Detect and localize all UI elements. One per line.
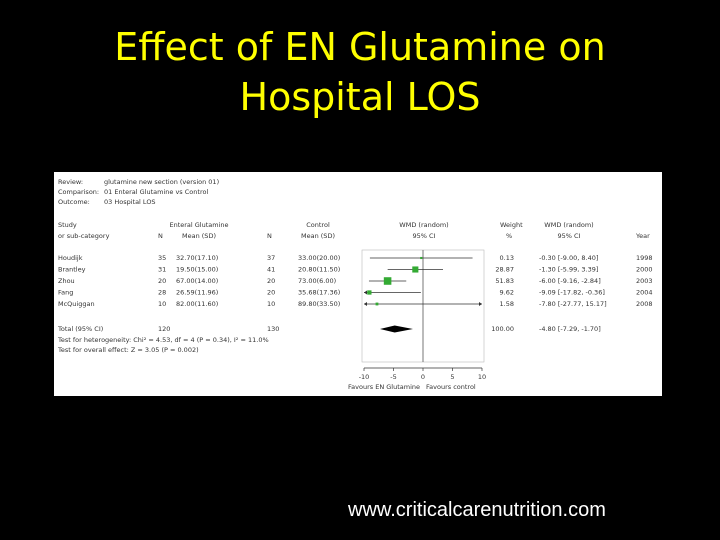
- study-n1: 20: [158, 277, 166, 285]
- study-ci-text: -1.30 [-5.99, 3.39]: [539, 266, 598, 274]
- study-n2: 20: [267, 277, 275, 285]
- study-ci-text: -7.80 [-27.77, 15.17]: [539, 300, 607, 308]
- study-year: 2003: [636, 277, 653, 285]
- header-wmd-right: WMD (random): [544, 221, 593, 229]
- study-mean-sd1: 32.70(17.10): [176, 254, 218, 262]
- study-year: 2004: [636, 289, 653, 297]
- study-n2: 20: [267, 289, 275, 297]
- header-wmd-ci: 95% CI: [413, 232, 436, 240]
- study-marker: [412, 266, 419, 273]
- x-tick-label: 0: [421, 373, 425, 381]
- footer-url: www.criticalcarenutrition.com: [348, 499, 606, 521]
- study-weight: 9.62: [500, 289, 514, 297]
- study-ci-arrow-right: [479, 302, 482, 306]
- x-tick-label: 10: [478, 373, 486, 381]
- total-diamond: [379, 325, 413, 333]
- study-mean-sd2: 89.80(33.50): [298, 300, 340, 308]
- total-ci-text: -4.80 [-7.29, -1.70]: [539, 325, 601, 333]
- study-mean-sd1: 19.50(15.00): [176, 266, 218, 274]
- study-ci-text: -0.30 [-9.00, 8.40]: [539, 254, 598, 262]
- heterogeneity-text: Test for heterogeneity: Chi² = 4.53, df …: [57, 336, 269, 344]
- header-n2: N: [267, 232, 272, 240]
- study-name: Brantley: [58, 266, 86, 274]
- axis-left-label: Favours EN Glutamine: [348, 383, 420, 391]
- header-n1: N: [158, 232, 163, 240]
- header-group1: Enteral Glutamine: [169, 221, 228, 229]
- header-subcategory: or sub-category: [58, 232, 110, 240]
- study-n2: 37: [267, 254, 275, 262]
- slide-title-line2: Hospital LOS: [239, 75, 481, 119]
- study-mean-sd1: 82.00(11.60): [176, 300, 218, 308]
- study-marker: [375, 302, 379, 306]
- study-n1: 35: [158, 254, 166, 262]
- study-name: Houdijk: [58, 254, 83, 262]
- study-ci-text: -9.09 [-17.82, -0.36]: [539, 289, 605, 297]
- outcome-label: Outcome:: [58, 198, 90, 206]
- header-mean-sd2: Mean (SD): [301, 232, 335, 240]
- study-marker: [383, 277, 392, 285]
- study-mean-sd2: 20.80(11.50): [298, 266, 340, 274]
- study-mean-sd1: 26.59(11.96): [176, 289, 218, 297]
- study-name: McQuiggan: [58, 300, 95, 308]
- x-tick-label: 5: [450, 373, 454, 381]
- total-n2: 130: [267, 325, 279, 333]
- study-marker: [420, 256, 423, 260]
- study-n2: 10: [267, 300, 275, 308]
- x-tick-label: -5: [390, 373, 396, 381]
- header-year: Year: [635, 232, 650, 240]
- header-pct: %: [506, 232, 512, 240]
- forest-plot: Review: glutamine new section (version 01…: [57, 178, 653, 391]
- x-tick-label: -10: [359, 373, 370, 381]
- study-marker: [367, 290, 372, 295]
- study-mean-sd2: 73.00(6.00): [298, 277, 336, 285]
- outcome-value: 03 Hospital LOS: [104, 198, 156, 206]
- overall-effect-text: Test for overall effect: Z = 3.05 (P = 0…: [57, 346, 199, 354]
- total-label: Total (95% CI): [57, 325, 103, 333]
- study-weight: 51.83: [495, 277, 514, 285]
- slide-title-line1: Effect of EN Glutamine on: [114, 25, 606, 69]
- study-year: 2008: [636, 300, 653, 308]
- header-study: Study: [58, 221, 77, 229]
- axis-right-label: Favours control: [426, 383, 476, 391]
- study-mean-sd2: 33.00(20.00): [298, 254, 340, 262]
- study-weight: 1.58: [500, 300, 514, 308]
- slide-title: Effect of EN Glutamine on Hospital LOS: [0, 22, 720, 122]
- study-mean-sd2: 35.68(17.36): [298, 289, 340, 297]
- header-wmd: WMD (random): [399, 221, 448, 229]
- total-weight: 100.00: [491, 325, 514, 333]
- header-ci-right: 95% CI: [558, 232, 581, 240]
- study-ci-text: -6.00 [-9.16, -2.84]: [539, 277, 601, 285]
- comparison-label: Comparison:: [58, 188, 99, 196]
- total-n1: 120: [158, 325, 170, 333]
- study-year: 1998: [636, 254, 653, 262]
- comparison-value: 01 Enteral Glutamine vs Control: [104, 188, 208, 196]
- study-mean-sd1: 67.00(14.00): [176, 277, 218, 285]
- forest-plot-panel: Review: glutamine new section (version 01…: [54, 172, 662, 396]
- study-name: Fang: [58, 289, 73, 297]
- review-label: Review:: [58, 178, 83, 186]
- study-n1: 31: [158, 266, 166, 274]
- study-n1: 28: [158, 289, 166, 297]
- study-ci-arrow-left: [364, 290, 367, 295]
- header-weight: Weight: [500, 221, 523, 229]
- study-weight: 0.13: [500, 254, 514, 262]
- study-n2: 41: [267, 266, 275, 274]
- review-value: glutamine new section (version 01): [104, 178, 219, 186]
- study-weight: 28.87: [495, 266, 514, 274]
- study-name: Zhou: [58, 277, 75, 285]
- study-n1: 10: [158, 300, 166, 308]
- header-group2: Control: [306, 221, 330, 229]
- study-year: 2000: [636, 266, 653, 274]
- study-ci-arrow-left: [364, 302, 367, 306]
- header-mean-sd1: Mean (SD): [182, 232, 216, 240]
